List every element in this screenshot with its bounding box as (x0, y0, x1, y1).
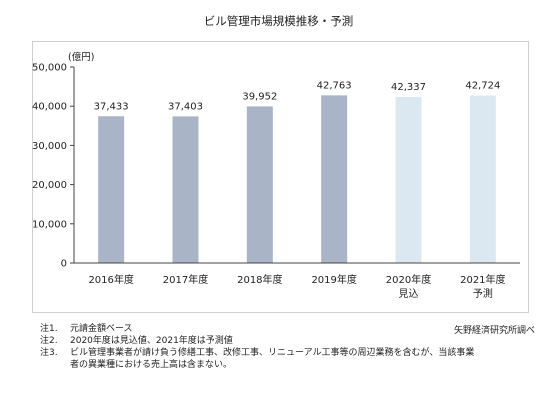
bar (172, 116, 199, 263)
data-label: 42,763 (317, 80, 352, 91)
bar-chart: (億円) 0 10,000 20,000 30,000 40,000 50,000 37,… (32, 51, 520, 300)
x-tick-label: 2019年度 (311, 273, 356, 286)
source-credit: 矢野経済研究所調べ (453, 326, 535, 336)
note-3: 注3. ビル管理事業者が請け負う修繕工事、改修工事、リニューアル工事等の周辺業務を… (40, 348, 475, 358)
bar (395, 97, 422, 263)
data-label: 42,724 (465, 81, 500, 92)
chart-title: ビル管理市場規模推移・予測 (203, 14, 354, 28)
y-tick-label: 10,000 (32, 219, 67, 230)
bar (98, 116, 125, 264)
bar (469, 95, 496, 264)
x-tick-label: 2016年度 (88, 273, 133, 286)
y-tick-label: 40,000 (32, 102, 67, 113)
y-tick-label: 30,000 (32, 141, 67, 152)
x-tick-label: 2018年度 (237, 273, 282, 286)
note-2: 注2. 2020年度は見込値、2021年度は予測値 (40, 336, 233, 346)
bar (321, 95, 348, 263)
note-3-continued: 者の異業種における売上高は含まない。 (70, 360, 233, 370)
bars (98, 95, 496, 264)
notes: 注1. 元請金額ベース 注2. 2020年度は見込値、2021年度は予測値 注3. ビ… (40, 323, 540, 371)
bar (246, 106, 273, 264)
data-label: 42,337 (391, 82, 426, 93)
data-label: 37,433 (94, 101, 129, 112)
note-1: 注1. 元請金額ベース (40, 324, 133, 334)
y-tick-label: 20,000 (32, 180, 67, 191)
data-label: 37,403 (168, 101, 203, 112)
y-axis: 0 10,000 20,000 30,000 40,000 50,000 (32, 63, 75, 270)
x-tick-sublabel: 予測 (473, 287, 493, 300)
y-tick-label: 50,000 (32, 63, 67, 74)
x-tick-sublabel: 見込 (399, 288, 419, 300)
x-tick-label: 2020年度 (386, 273, 431, 286)
chart-frame (32, 41, 529, 313)
data-label: 39,952 (242, 91, 277, 102)
data-labels: 37,433 37,403 39,952 42,763 42,337 42,724 (94, 80, 501, 112)
x-tick-label: 2021年度 (460, 273, 505, 286)
y-unit-label: (億円) (68, 51, 94, 63)
y-tick-label: 0 (61, 259, 67, 270)
x-tick-label: 2017年度 (163, 273, 208, 286)
